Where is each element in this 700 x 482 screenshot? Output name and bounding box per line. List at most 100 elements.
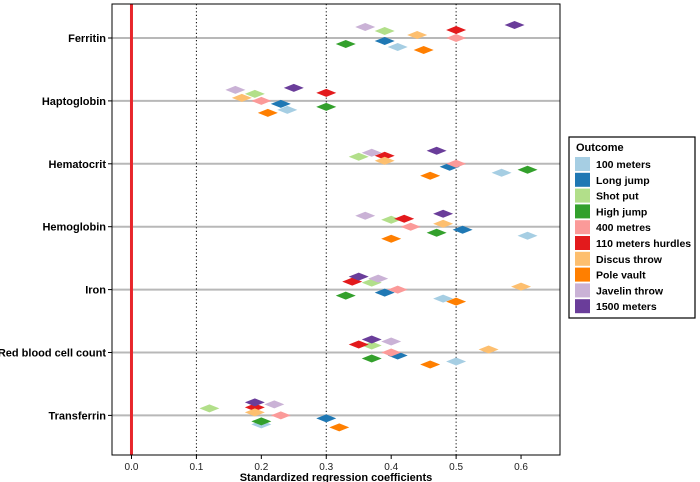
x-tick-label-5: 0.5 (449, 462, 463, 473)
legend-label-7: Pole vault (596, 270, 646, 282)
marker-0-3 (517, 231, 538, 240)
x-axis-label: Standardized regression coefficients (240, 472, 433, 482)
legend-swatch-2 (575, 188, 590, 203)
x-tick-labels: 0.0 0.1 0.2 0.3 0.4 0.5 0.6 (125, 455, 528, 473)
marker-3-5 (361, 354, 382, 363)
marker-2-2 (348, 152, 369, 161)
legend-label-0: 100 meters (596, 159, 651, 171)
marker-6-0 (407, 31, 428, 39)
marker-0-5 (446, 357, 467, 366)
marker-7-1 (257, 108, 278, 117)
category-gridlines (112, 37, 560, 417)
marker-6-6 (244, 408, 265, 417)
marker-2-1 (244, 89, 265, 98)
marker-8-3 (355, 211, 376, 220)
legend-swatch-1 (575, 172, 590, 187)
marker-0-2 (491, 168, 512, 177)
x-tick-label-4: 0.4 (384, 462, 398, 473)
legend-label-1: Long jump (596, 175, 650, 187)
marker-1-0 (374, 37, 395, 45)
y-tick-label-6: Transferrin (49, 410, 107, 422)
marker-3-3 (426, 228, 447, 237)
x-tick-label-1: 0.1 (189, 462, 203, 473)
x-tick-label-6: 0.6 (514, 462, 528, 473)
marker-7-6 (329, 423, 350, 432)
marker-9-2 (426, 146, 447, 155)
marker-9-0 (504, 21, 525, 29)
legend-items: 100 meters Long jump Shot put High jump 400 … (575, 157, 691, 314)
marker-8-5 (381, 337, 402, 346)
marker-1-4 (374, 288, 395, 297)
marker-8-0 (355, 23, 376, 31)
marker-7-2 (420, 171, 441, 180)
legend: Outcome 100 meters Long jump Shot put High … (568, 136, 696, 319)
marker-6-2 (374, 156, 395, 165)
marker-7-3 (381, 234, 402, 243)
data-markers (199, 21, 538, 432)
marker-5-0 (446, 26, 467, 34)
marker-3-1 (316, 102, 337, 111)
legend-swatch-8 (575, 283, 590, 298)
marker-3-2 (517, 165, 538, 174)
marker-8-1 (225, 85, 246, 94)
legend-label-9: 1500 meters (596, 301, 657, 313)
legend-label-2: Shot put (596, 191, 639, 203)
legend-swatch-5 (575, 236, 590, 250)
marker-4-3 (400, 222, 421, 231)
marker-9-1 (283, 83, 304, 92)
marker-2-0 (374, 27, 395, 35)
marker-5-3 (394, 214, 415, 223)
marker-5-5 (348, 340, 369, 349)
marker-9-6 (244, 398, 265, 407)
legend-label-8: Javelin throw (596, 285, 664, 297)
marker-3-0 (335, 40, 356, 48)
x-tick-label-3: 0.3 (319, 462, 333, 473)
legend-label-4: 400 metres (596, 222, 651, 234)
marker-4-1 (251, 96, 272, 105)
legend-swatch-9 (575, 299, 590, 314)
y-tick-label-1: Haptoglobin (42, 96, 106, 108)
y-tick-label-3: Hemoglobin (42, 222, 106, 234)
marker-9-5 (361, 335, 382, 344)
marker-5-2 (374, 151, 395, 160)
marker-7-5 (420, 360, 441, 369)
legend-swatch-3 (575, 204, 590, 219)
marker-2-3 (381, 215, 402, 224)
x-tick-label-0: 0.0 (125, 462, 139, 473)
marker-1-3 (452, 225, 473, 234)
marker-1-1 (270, 99, 291, 108)
marker-4-2 (446, 159, 467, 168)
marker-4-6 (270, 411, 291, 420)
marker-8-4 (368, 274, 389, 283)
marker-6-1 (231, 93, 252, 102)
marker-6-5 (478, 345, 499, 354)
legend-label-6: Discus throw (596, 254, 663, 266)
marker-0-0 (387, 43, 408, 51)
marker-9-4 (348, 272, 369, 281)
y-tick-label-2: Hematocrit (49, 159, 107, 171)
marker-2-5 (361, 341, 382, 350)
legend-swatch-0 (575, 157, 590, 171)
marker-9-3 (433, 209, 454, 218)
y-tick-label-4: Iron (85, 285, 106, 297)
marker-2-6 (199, 404, 220, 413)
plot-frame (111, 3, 561, 456)
marker-0-1 (277, 105, 298, 114)
legend-label-3: High jump (596, 206, 647, 218)
marker-5-6 (244, 403, 265, 412)
y-tick-label-0: Ferritin (68, 33, 106, 45)
marker-0-4 (433, 294, 454, 303)
marker-3-4 (335, 291, 356, 300)
y-tick-label-5: Red blood cell count (0, 348, 106, 360)
marker-5-1 (316, 88, 337, 97)
marker-4-4 (387, 285, 408, 294)
legend-swatch-4 (575, 220, 590, 235)
marker-6-4 (511, 282, 532, 291)
marker-4-0 (446, 34, 467, 42)
marker-8-6 (264, 400, 285, 409)
marker-4-5 (381, 348, 402, 357)
x-tick-label-2: 0.2 (254, 462, 268, 473)
legend-title: Outcome (576, 142, 624, 154)
marker-7-0 (413, 46, 434, 54)
